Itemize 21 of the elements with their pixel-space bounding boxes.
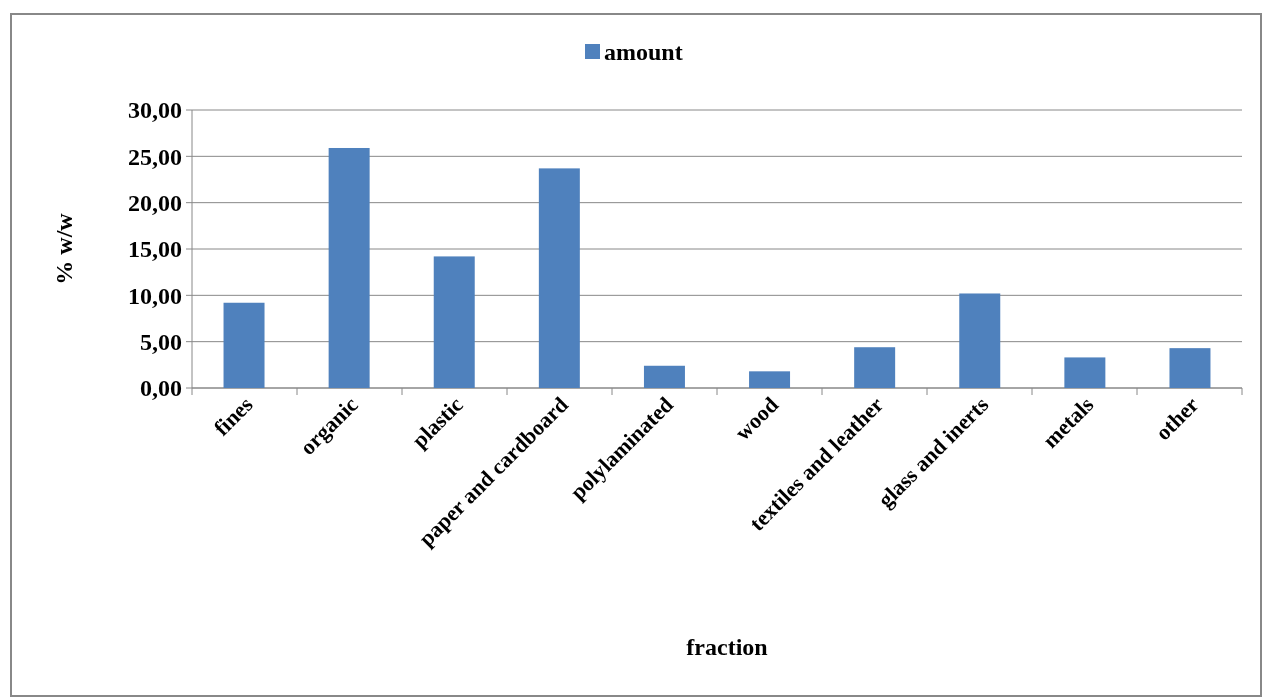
y-tick-label: 25,00: [128, 143, 182, 170]
y-axis-title: % w/w: [51, 212, 77, 285]
bar: [223, 302, 265, 388]
y-tick-label: 0,00: [140, 375, 182, 402]
bar: [749, 371, 791, 388]
bar: [538, 168, 580, 388]
y-tick-label: 15,00: [128, 236, 182, 263]
bar: [854, 347, 896, 388]
y-tick-label: 20,00: [128, 190, 182, 217]
x-tick-label: fines: [208, 391, 258, 441]
bar: [959, 293, 1001, 388]
legend-label: amount: [604, 39, 683, 66]
y-tick-label: 10,00: [128, 282, 182, 309]
bar: [433, 256, 475, 388]
bar: [1064, 357, 1106, 388]
bar: [643, 365, 685, 388]
x-axis-title: fraction: [686, 634, 768, 660]
bar: [1169, 348, 1211, 388]
bar: [328, 147, 370, 388]
y-tick-label: 30,00: [128, 97, 182, 124]
y-tick-label: 5,00: [140, 329, 182, 356]
